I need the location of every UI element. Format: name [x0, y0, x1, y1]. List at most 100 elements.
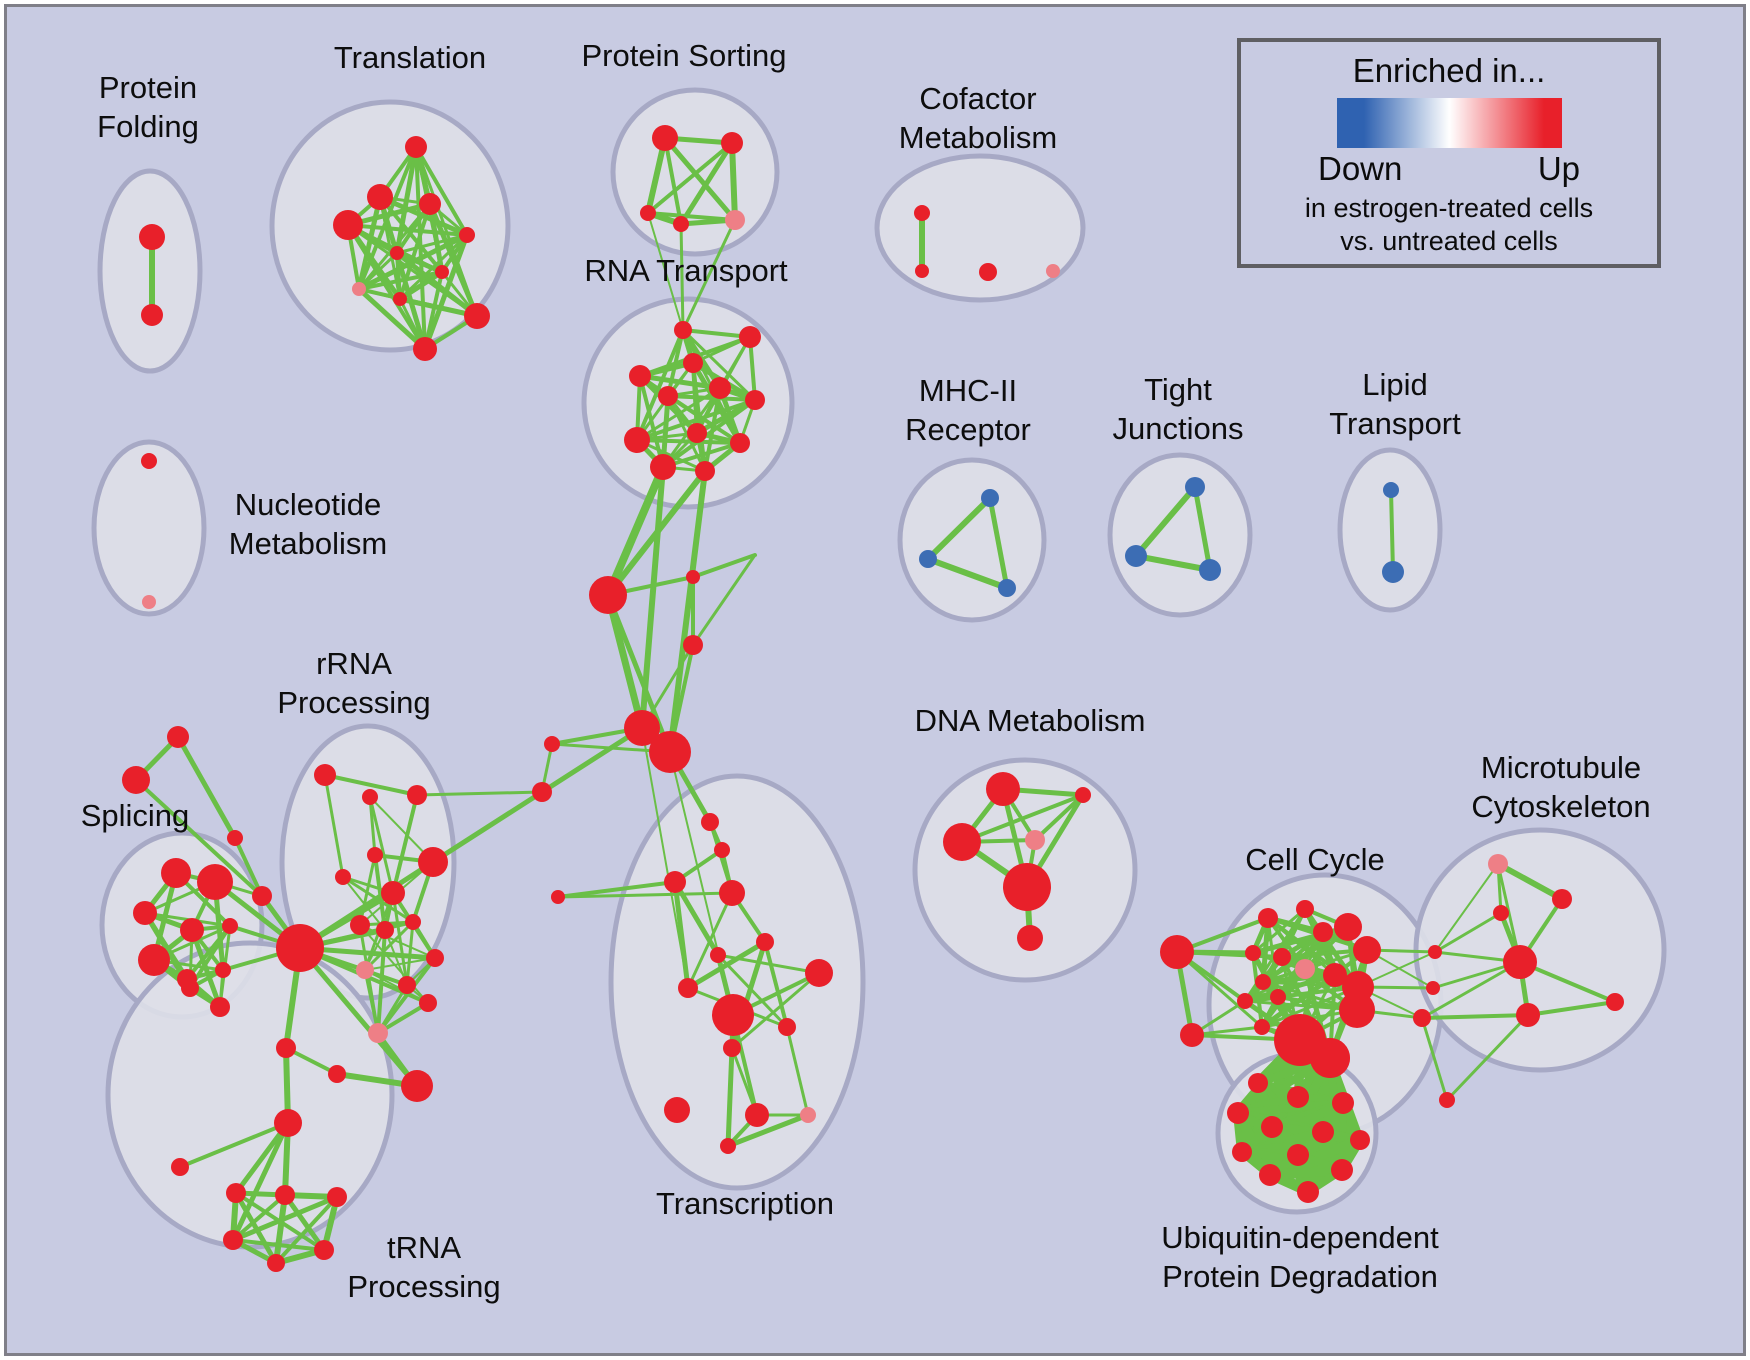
network-node [544, 736, 560, 752]
network-edge [604, 591, 646, 732]
network-node [352, 282, 366, 296]
network-node [459, 227, 475, 243]
cluster-label-microtubule-cytoskeleton: Cytoskeleton [1471, 789, 1650, 824]
network-edge [230, 1194, 340, 1243]
network-edge [716, 953, 789, 1029]
network-edge [725, 1045, 735, 1149]
network-edge [233, 1120, 291, 1196]
network-node [1334, 913, 1362, 941]
network-edge [356, 194, 383, 292]
network-nodes [122, 125, 1624, 1272]
network-node [167, 726, 189, 748]
network-node [1552, 889, 1572, 909]
network-node [687, 423, 707, 443]
network-node [589, 576, 627, 614]
legend-subtitle-line2: vs. untreated cells [1340, 226, 1558, 256]
network-node [532, 782, 552, 802]
cluster-ellipse-mhc-ii-receptor [897, 457, 1047, 623]
network-node [915, 264, 929, 278]
cluster-label-rna-transport: RNA Transport [584, 253, 788, 288]
network-node [701, 813, 719, 831]
network-node [405, 914, 421, 930]
network-node [407, 785, 427, 805]
network-node [709, 377, 731, 399]
network-node [405, 136, 427, 158]
network-node [979, 263, 997, 281]
network-edge [1420, 1013, 1530, 1020]
network-node [356, 961, 374, 979]
network-node [223, 1230, 243, 1250]
network-edge [1175, 950, 1264, 1029]
network-edge [323, 773, 419, 797]
network-node [1125, 545, 1147, 567]
cluster-label-tight-junctions: Junctions [1113, 411, 1244, 446]
network-edge [635, 398, 757, 442]
network-edge [368, 795, 395, 895]
network-edge [662, 135, 738, 223]
network-node [710, 947, 726, 963]
network-node [664, 1097, 690, 1123]
network-edge [661, 441, 742, 469]
network-node [275, 1185, 295, 1205]
network-node [274, 1109, 302, 1137]
network-edge [423, 270, 444, 351]
network-node [1503, 945, 1537, 979]
network-edge [681, 328, 752, 339]
network-edge [397, 269, 445, 302]
network-node [730, 433, 750, 453]
network-node [739, 326, 761, 348]
network-edge [231, 1193, 287, 1242]
network-edge [1434, 863, 1499, 953]
network-node [805, 959, 833, 987]
network-edge [363, 920, 415, 972]
network-edge [763, 940, 789, 1029]
network-edge [346, 223, 427, 351]
network-edge [925, 495, 993, 562]
network-node [1296, 900, 1314, 918]
network-edge [1175, 950, 1284, 959]
cluster-label-transcription: Transcription [656, 1186, 834, 1221]
network-node [1248, 1073, 1268, 1093]
network-node [919, 550, 937, 568]
network-edge [178, 1121, 290, 1169]
network-node [1199, 559, 1221, 581]
network-edge [681, 218, 737, 332]
network-node [1232, 1142, 1252, 1162]
network-node [1287, 1144, 1309, 1166]
network-edge [273, 1192, 288, 1266]
network-node [419, 193, 441, 215]
network-node [1046, 264, 1060, 278]
network-node [227, 830, 243, 846]
network-edge [679, 222, 685, 332]
cluster-label-dna-metabolism: DNA Metabolism [915, 703, 1146, 738]
network-node [1160, 935, 1194, 969]
cluster-label-nucleotide-metabolism: Metabolism [229, 526, 388, 561]
network-edge [685, 939, 768, 991]
network-node [1339, 992, 1375, 1028]
network-node [181, 979, 199, 997]
network-node [720, 1138, 736, 1154]
network-edge [377, 194, 428, 352]
network-node [1382, 561, 1404, 583]
network-node [756, 933, 774, 951]
network-node [673, 216, 689, 232]
network-node [1493, 905, 1509, 921]
network-node [551, 890, 565, 904]
network-node [695, 461, 715, 481]
network-node [658, 386, 678, 406]
network-node [1003, 863, 1051, 911]
network-edge [230, 1120, 291, 1243]
network-edge [1420, 960, 1522, 1020]
network-node [335, 869, 351, 885]
network-node [986, 772, 1020, 806]
network-node [1353, 936, 1381, 964]
network-edge [637, 373, 723, 391]
network-node [1258, 908, 1278, 928]
network-edge [1445, 1013, 1530, 1102]
network-edge [395, 251, 402, 301]
network-node [1426, 981, 1440, 995]
network-node [1227, 1102, 1249, 1124]
cluster-label-trna-processing: Processing [347, 1269, 500, 1304]
network-node [222, 918, 238, 934]
network-edge [925, 556, 1010, 591]
